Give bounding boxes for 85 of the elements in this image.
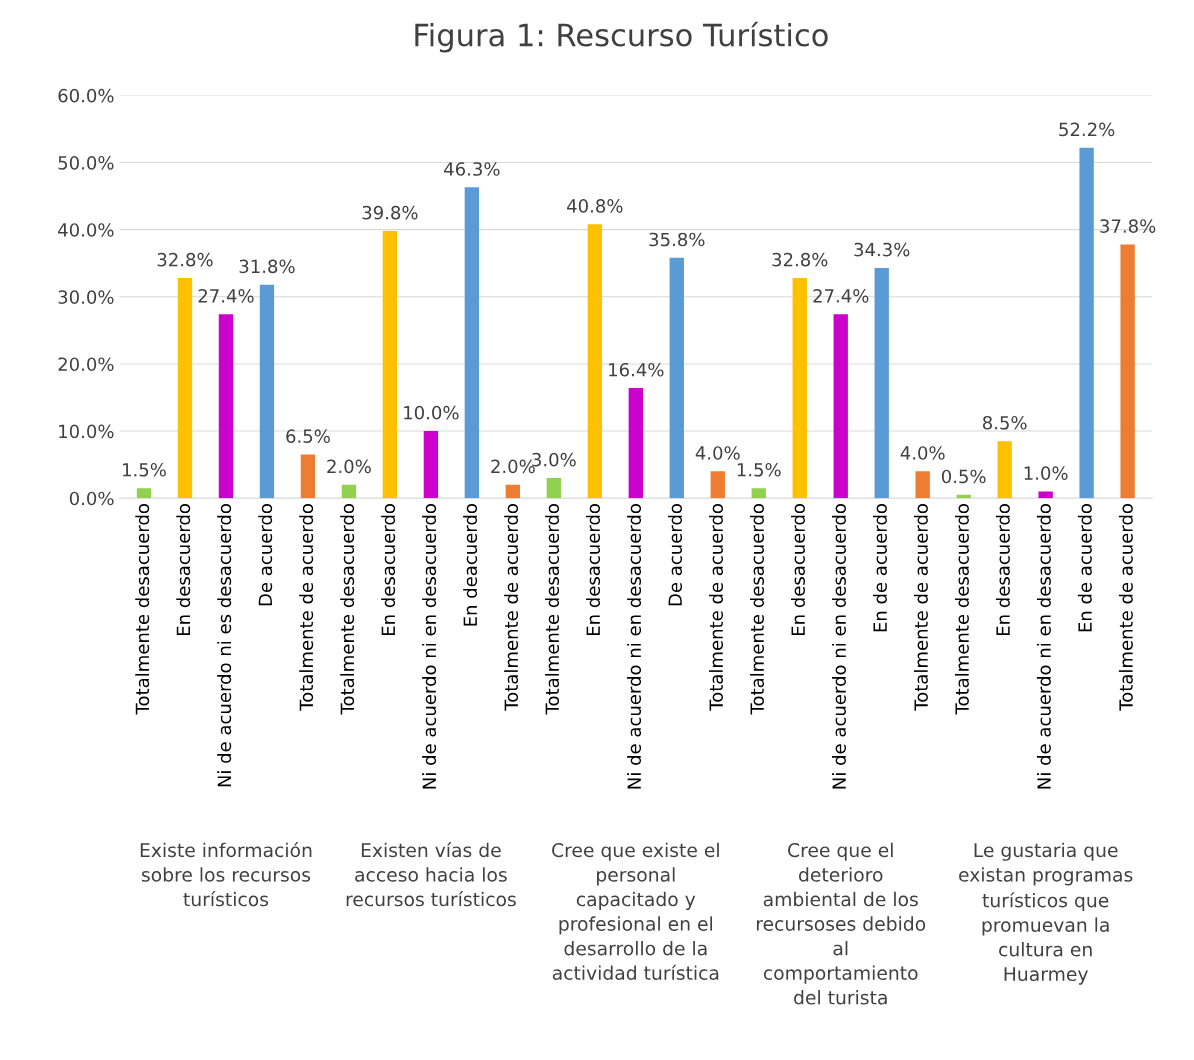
text: Le gustaria que existan programas turísticos que promuevan la cultura en Huarmey <box>959 842 1133 985</box>
data-label: 1.0% <box>1024 466 1068 480</box>
bar <box>1038 491 1053 499</box>
data-label: 1.5% <box>737 462 781 477</box>
bar <box>382 231 398 499</box>
data-label: 10.0% <box>404 405 459 420</box>
data-label: 4.0% <box>695 446 740 460</box>
bar <box>792 278 807 499</box>
bar <box>1079 147 1094 499</box>
data-label: 6.5% <box>286 429 330 444</box>
data-label: 32.8% <box>157 252 213 267</box>
x-tick-label: En de acuerdo <box>872 504 887 632</box>
y-tick-label: 30.0% <box>58 290 114 304</box>
bar <box>751 488 766 499</box>
x-tick-label: Ni de acuerdo ni en desacuerdo <box>422 504 437 789</box>
x-tick-label: En desacuerdo <box>381 504 396 636</box>
x-tick-label: Totalmente desacuerdo <box>340 504 355 715</box>
x-tick-label: Totalmente de acuerdo <box>913 504 928 711</box>
bar <box>710 471 725 499</box>
y-tick-label: 10.0% <box>59 424 114 439</box>
x-tick-label: En desacuerdo <box>995 504 1010 636</box>
bar <box>546 478 562 499</box>
x-tick-label: De acuerdo <box>668 504 683 606</box>
bar <box>423 431 439 499</box>
y-tick-label: 20.0% <box>58 357 114 372</box>
data-label: 2.0% <box>327 459 371 474</box>
bar <box>915 471 930 499</box>
data-label: 31.8% <box>239 259 295 274</box>
x-tick-label: En desacuerdo <box>586 504 601 636</box>
bar <box>628 388 643 499</box>
data-label: 16.4% <box>609 362 664 377</box>
data-label: 1.5% <box>123 462 166 477</box>
bar <box>464 187 480 499</box>
x-tick-label: Totalmente desacuerdo <box>954 504 969 715</box>
data-label: 40.8% <box>567 199 623 213</box>
y-tick-label: 50.0% <box>58 155 114 170</box>
data-label: 39.8% <box>362 205 418 220</box>
x-tick-label: Totalmente desacuerdo <box>135 504 150 715</box>
text: Existen vías de acceso hacia los recursos turísticos <box>346 841 516 907</box>
x-tick-label: En desacuerdo <box>176 504 191 636</box>
x-tick-label: Totalmente de acuerdo <box>504 504 519 711</box>
data-label: 52.2% <box>1059 122 1115 137</box>
text: Cree que el deterioro ambiental de los recursoses debido al comportamiento del turista <box>756 842 926 1005</box>
x-tick-label: Ni de acuerdo ni en desacuerdo <box>627 504 642 789</box>
y-tick-label: 0.0% <box>69 491 114 506</box>
x-tick-label: Totalmente de acuerdo <box>1118 504 1133 711</box>
y-tick-label: 40.0% <box>58 223 114 237</box>
bar <box>136 488 152 499</box>
bar <box>833 314 848 499</box>
text: Existe información sobre los recursos turísticos <box>140 841 312 907</box>
bar <box>341 484 357 499</box>
text: Cree que existe el personal capacitado y profesional en el desarrollo de la actividad turística <box>552 842 719 980</box>
data-label: 46.3% <box>444 162 500 176</box>
bar <box>1120 244 1135 499</box>
bar <box>874 267 889 499</box>
x-tick-label: Totalmente desacuerdo <box>545 504 560 715</box>
x-tick-label: Totalmente de acuerdo <box>709 504 724 711</box>
bar <box>997 441 1012 499</box>
data-label: 35.8% <box>649 232 705 247</box>
bar <box>505 484 521 499</box>
data-label: 8.5% <box>982 415 1027 430</box>
x-tick-label: Ni de acuerdo ni en desacuerdo <box>831 504 846 789</box>
x-tick-label: Ni de acuerdo ni es desacuerdo <box>217 504 232 787</box>
data-label: 32.8% <box>772 252 828 267</box>
x-tick-label: De acuerdo <box>258 504 273 606</box>
x-tick-label: Totalmente de acuerdo <box>299 504 314 711</box>
bar <box>669 257 684 499</box>
data-label: 37.8% <box>1100 219 1156 233</box>
data-label: 0.5% <box>941 469 986 484</box>
bar <box>300 454 316 499</box>
data-label: 27.4% <box>198 289 254 303</box>
data-label: 34.3% <box>854 242 910 257</box>
bar <box>177 278 193 499</box>
x-tick-label: En desacuerdo <box>791 504 805 636</box>
x-tick-label: Ni de acuerdo ni en desacuerdo <box>1036 504 1051 789</box>
bar <box>259 284 275 499</box>
x-tick-label: En de acuerdo <box>1077 504 1092 632</box>
x-tick-label: En deacuerdo <box>463 504 478 626</box>
bar <box>218 314 234 499</box>
data-label: 27.4% <box>813 289 869 303</box>
bar <box>587 224 602 499</box>
data-label: 4.0% <box>900 446 945 460</box>
y-tick-label: 60.0% <box>58 88 114 103</box>
x-tick-label: Totalmente desacuerdo <box>750 504 764 715</box>
chart-title: Figura 1: Rescurso Turístico <box>415 21 828 53</box>
